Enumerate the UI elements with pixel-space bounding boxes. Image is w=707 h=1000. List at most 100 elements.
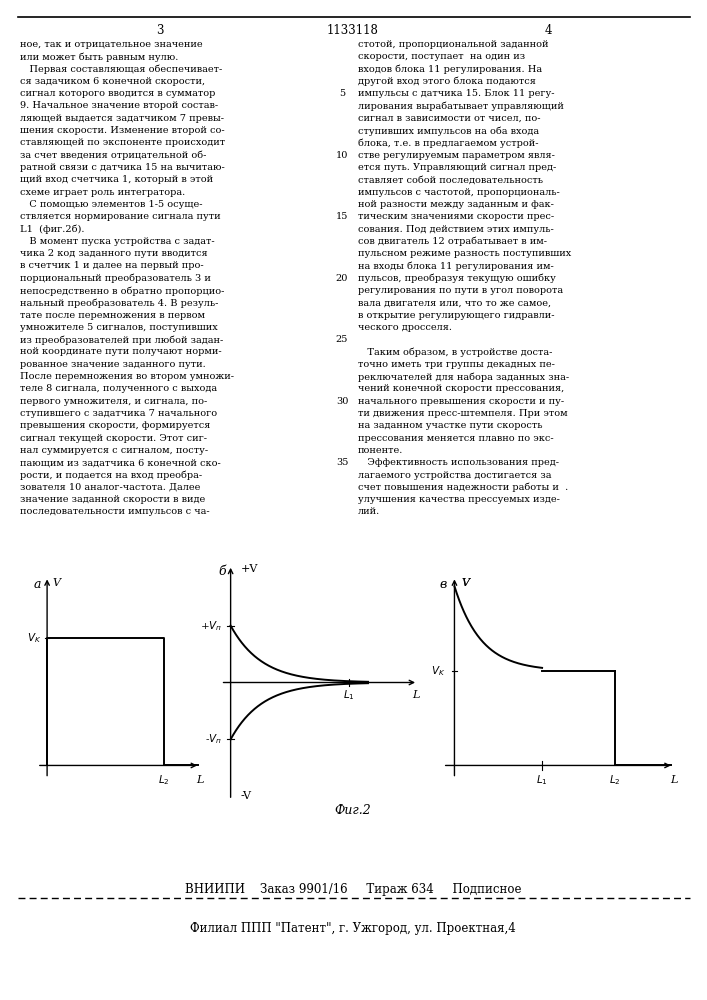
Text: +V: +V: [240, 564, 258, 574]
Text: за счет введения отрицательной об-: за счет введения отрицательной об-: [20, 151, 206, 160]
Text: лирования вырабатывает управляющий: лирования вырабатывает управляющий: [358, 102, 564, 111]
Text: лагаемого устройства достигается за: лагаемого устройства достигается за: [358, 471, 551, 480]
Text: реключателей для набора заданных зна-: реключателей для набора заданных зна-: [358, 372, 569, 382]
Text: ВНИИПИ    Заказ 9901/16     Тираж 634     Подписное: ВНИИПИ Заказ 9901/16 Тираж 634 Подписное: [185, 883, 521, 896]
Text: Фиг.2: Фиг.2: [334, 804, 371, 817]
Text: в: в: [440, 578, 447, 591]
Text: стотой, пропорциональной заданной: стотой, пропорциональной заданной: [358, 40, 549, 49]
Text: 25: 25: [336, 335, 348, 344]
Text: регулирования по пути в угол поворота: регулирования по пути в угол поворота: [358, 286, 563, 295]
Text: улучшения качества прессуемых изде-: улучшения качества прессуемых изде-: [358, 495, 560, 504]
Text: -V: -V: [240, 791, 252, 801]
Text: 5: 5: [339, 89, 345, 98]
Text: В момент пуска устройства с задат-: В момент пуска устройства с задат-: [20, 237, 215, 246]
Text: шения скорости. Изменение второй со-: шения скорости. Изменение второй со-: [20, 126, 225, 135]
Text: ное, так и отрицательное значение: ное, так и отрицательное значение: [20, 40, 203, 49]
Text: ся задачиком 6 конечной скорости,: ся задачиком 6 конечной скорости,: [20, 77, 205, 86]
Text: Первая составляющая обеспечивает-: Первая составляющая обеспечивает-: [20, 65, 222, 74]
Text: рованное значение заданного пути.: рованное значение заданного пути.: [20, 360, 206, 369]
Text: $L_2$: $L_2$: [158, 773, 170, 787]
Text: Филиал ППП "Патент", г. Ужгород, ул. Проектная,4: Филиал ППП "Патент", г. Ужгород, ул. Про…: [190, 922, 516, 935]
Text: последовательности импульсов с ча-: последовательности импульсов с ча-: [20, 507, 209, 516]
Text: С помощью элементов 1-5 осуще-: С помощью элементов 1-5 осуще-: [20, 200, 202, 209]
Text: пающим из задатчика 6 конечной ско-: пающим из задатчика 6 конечной ско-: [20, 458, 221, 467]
Text: +$V_п$: +$V_п$: [199, 619, 222, 633]
Text: ной координате пути получают норми-: ной координате пути получают норми-: [20, 348, 221, 357]
Text: сования. Под действием этих импуль-: сования. Под действием этих импуль-: [358, 225, 554, 233]
Text: первого умножителя, и сигнала, по-: первого умножителя, и сигнала, по-: [20, 397, 207, 406]
Text: ствляется нормирование сигнала пути: ствляется нормирование сигнала пути: [20, 212, 221, 221]
Text: сов двигатель 12 отрабатывает в им-: сов двигатель 12 отрабатывает в им-: [358, 237, 547, 246]
Text: лий.: лий.: [358, 507, 380, 516]
Text: пульсов, преобразуя текущую ошибку: пульсов, преобразуя текущую ошибку: [358, 274, 556, 283]
Text: стве регулируемым параметром явля-: стве регулируемым параметром явля-: [358, 151, 555, 160]
Text: порциональный преобразователь 3 и: порциональный преобразователь 3 и: [20, 274, 211, 283]
Text: нальный преобразователь 4. В резуль-: нальный преобразователь 4. В резуль-: [20, 298, 218, 308]
Text: 3: 3: [156, 24, 164, 37]
Text: 20: 20: [336, 274, 348, 283]
Text: счет повышения надежности работы и  .: счет повышения надежности работы и .: [358, 483, 568, 492]
Text: ется путь. Управляющий сигнал пред-: ется путь. Управляющий сигнал пред-: [358, 163, 556, 172]
Text: или может быть равным нулю.: или может быть равным нулю.: [20, 52, 178, 62]
Text: теле 8 сигнала, полученного с выхода: теле 8 сигнала, полученного с выхода: [20, 384, 217, 393]
Text: V: V: [462, 578, 469, 588]
Text: 9. Начальное значение второй состав-: 9. Начальное значение второй состав-: [20, 102, 218, 110]
Text: L: L: [670, 775, 677, 785]
Text: $V_K$: $V_K$: [27, 632, 41, 645]
Text: превышения скорости, формируется: превышения скорости, формируется: [20, 421, 211, 430]
Text: 10: 10: [336, 151, 348, 160]
Text: чений конечной скорости прессования,: чений конечной скорости прессования,: [358, 384, 564, 393]
Text: прессования меняется плавно по экс-: прессования меняется плавно по экс-: [358, 434, 554, 443]
Text: ставляет собой последовательность: ставляет собой последовательность: [358, 175, 543, 184]
Text: ти движения пресс-штемпеля. При этом: ти движения пресс-штемпеля. При этом: [358, 409, 568, 418]
Text: непосредственно в обратно пропорцио-: непосредственно в обратно пропорцио-: [20, 286, 224, 296]
Text: пульсном режиме разность поступивших: пульсном режиме разность поступивших: [358, 249, 571, 258]
Text: на заданном участке пути скорость: на заданном участке пути скорость: [358, 421, 542, 430]
Text: поненте.: поненте.: [358, 446, 404, 455]
Text: 35: 35: [336, 458, 348, 467]
Text: вала двигателя или, что то же самое,: вала двигателя или, что то же самое,: [358, 298, 551, 307]
Text: на входы блока 11 регулирования им-: на входы блока 11 регулирования им-: [358, 261, 554, 271]
Text: зователя 10 аналог-частота. Далее: зователя 10 аналог-частота. Далее: [20, 483, 200, 492]
Text: $L_1$: $L_1$: [344, 688, 355, 702]
Text: сигнал которого вводится в сумматор: сигнал которого вводится в сумматор: [20, 89, 216, 98]
Text: L: L: [197, 775, 204, 785]
Text: $L_1$: $L_1$: [536, 773, 548, 787]
Text: 4: 4: [544, 24, 551, 37]
Text: V: V: [462, 578, 469, 588]
Text: После перемножения во втором умножи-: После перемножения во втором умножи-: [20, 372, 234, 381]
Text: другой вход этого блока подаются: другой вход этого блока подаются: [358, 77, 536, 86]
Text: 30: 30: [336, 397, 348, 406]
Text: 1133118: 1133118: [327, 24, 379, 37]
Text: нал суммируется с сигналом, посту-: нал суммируется с сигналом, посту-: [20, 446, 208, 455]
Text: рости, и подается на вход преобра-: рости, и подается на вход преобра-: [20, 471, 202, 480]
Text: импульсов с частотой, пропорциональ-: импульсов с частотой, пропорциональ-: [358, 188, 560, 197]
Text: сигнал в зависимости от чисел, по-: сигнал в зависимости от чисел, по-: [358, 114, 540, 123]
Text: ляющей выдается задатчиком 7 превы-: ляющей выдается задатчиком 7 превы-: [20, 114, 224, 123]
Text: значение заданной скорости в виде: значение заданной скорости в виде: [20, 495, 205, 504]
Text: тическим значениями скорости прес-: тическим значениями скорости прес-: [358, 212, 554, 221]
Text: щий вход счетчика 1, который в этой: щий вход счетчика 1, который в этой: [20, 175, 213, 184]
Text: б: б: [218, 565, 226, 578]
Text: из преобразователей при любой задан-: из преобразователей при любой задан-: [20, 335, 223, 345]
Text: тате после перемножения в первом: тате после перемножения в первом: [20, 311, 205, 320]
Text: чика 2 код заданного пути вводится: чика 2 код заданного пути вводится: [20, 249, 208, 258]
Text: блока, т.е. в предлагаемом устрой-: блока, т.е. в предлагаемом устрой-: [358, 138, 539, 148]
Text: начального превышения скорости и пу-: начального превышения скорости и пу-: [358, 397, 564, 406]
Text: Таким образом, в устройстве доста-: Таким образом, в устройстве доста-: [358, 348, 552, 357]
Text: -$V_п$: -$V_п$: [205, 732, 222, 746]
Text: в открытие регулирующего гидравли-: в открытие регулирующего гидравли-: [358, 311, 554, 320]
Text: в счетчик 1 и далее на первый про-: в счетчик 1 и далее на первый про-: [20, 261, 204, 270]
Text: входов блока 11 регулирования. На: входов блока 11 регулирования. На: [358, 65, 542, 74]
Text: $V_K$: $V_K$: [431, 664, 445, 678]
Text: ступивших импульсов на оба входа: ступивших импульсов на оба входа: [358, 126, 539, 136]
Text: ческого дросселя.: ческого дросселя.: [358, 323, 452, 332]
Text: $L_2$: $L_2$: [609, 773, 621, 787]
Text: 15: 15: [336, 212, 348, 221]
Text: Эффективность использования пред-: Эффективность использования пред-: [358, 458, 559, 467]
Text: L1  (фиг.2б).: L1 (фиг.2б).: [20, 225, 85, 234]
Text: ставляющей по экспоненте происходит: ставляющей по экспоненте происходит: [20, 138, 225, 147]
Text: сигнал текущей скорости. Этот сиг-: сигнал текущей скорости. Этот сиг-: [20, 434, 207, 443]
Text: ной разности между заданным и фак-: ной разности между заданным и фак-: [358, 200, 554, 209]
Text: L: L: [411, 690, 419, 700]
